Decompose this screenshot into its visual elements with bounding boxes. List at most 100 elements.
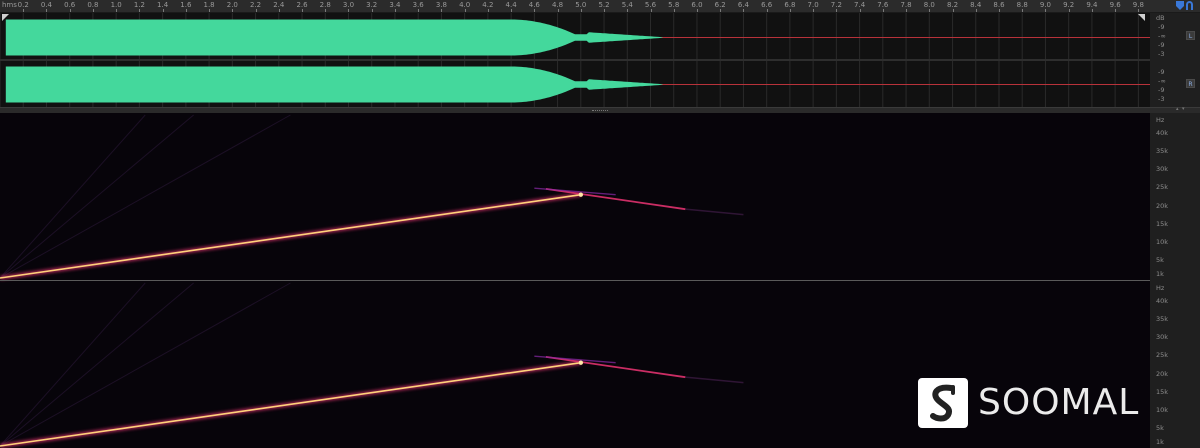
frequency-label: 1k xyxy=(1156,270,1164,279)
frequency-label: 30k xyxy=(1156,333,1169,342)
harmonic-line xyxy=(0,282,194,447)
ruler-tick-label: 2.0 xyxy=(226,1,238,9)
ruler-tick-mark xyxy=(418,9,420,12)
ruler-tick-label: 9.6 xyxy=(1109,1,1121,9)
ruler-tick-label: 3.6 xyxy=(412,1,424,9)
ruler-tick-mark xyxy=(836,9,838,12)
ruler-tick-mark xyxy=(766,9,768,12)
frequency-label: 20k xyxy=(1156,201,1169,210)
ruler-tick-mark xyxy=(580,9,582,12)
frequency-label: 40k xyxy=(1156,129,1169,138)
ruler-tick-mark xyxy=(929,9,931,12)
waveform-display[interactable] xyxy=(0,13,1150,107)
frequency-label: 5k xyxy=(1156,423,1164,432)
ruler-tick-mark xyxy=(789,9,791,12)
channel-r-button[interactable]: R xyxy=(1186,79,1195,88)
frequency-label: 40k xyxy=(1156,297,1169,306)
ruler-tick-label: 3.0 xyxy=(342,1,355,9)
ruler-tick-label: 4.4 xyxy=(505,1,517,9)
ruler-tick-label: 3.4 xyxy=(389,1,401,9)
soomal-logo-icon xyxy=(918,378,968,428)
time-ruler[interactable]: hms 0.2 0.4 0.6 0.8 1.0 1.2 1.4 1.6 1.8 2.0 2.2 2.4… xyxy=(0,0,1200,13)
ruler-tick-mark xyxy=(464,9,466,12)
ruler-tick-label: 5.4 xyxy=(621,1,633,9)
frequency-scale: Hz 40k 35k 30k 25k 20k 15k 10k 5k 1k Hz 40k 35k 30k 25… xyxy=(1150,113,1200,448)
frequency-label: 25k xyxy=(1156,183,1169,192)
sweep-peak xyxy=(578,360,584,365)
scale-scroll[interactable]: ▴ ▾ xyxy=(1176,106,1186,112)
ruler-tick-label: 5.8 xyxy=(668,1,680,9)
waveform-channel-r xyxy=(5,66,668,103)
frequency-label: 30k xyxy=(1156,165,1169,174)
harmonic-line xyxy=(0,282,146,447)
loop-icon[interactable] xyxy=(1186,1,1193,10)
ruler-tick-mark xyxy=(278,9,280,12)
ruler-tick-mark xyxy=(906,9,908,12)
zoom-corner-icon[interactable] xyxy=(1138,14,1145,21)
ruler-tick-label: 6.6 xyxy=(761,1,773,9)
ruler-tick-mark xyxy=(975,9,977,12)
ruler-tick-label: 4.6 xyxy=(528,1,540,9)
ruler-tick-label: 6.2 xyxy=(714,1,726,9)
playhead-marker-icon[interactable] xyxy=(1176,1,1184,10)
ruler-tick-mark xyxy=(46,9,48,12)
db-label: -3 xyxy=(1158,95,1165,103)
alias-upper xyxy=(534,355,616,364)
frequency-label: 15k xyxy=(1156,387,1169,396)
ruler-tick-mark xyxy=(394,9,396,12)
ruler-tick-mark xyxy=(627,9,629,12)
ruler-tick-label: 2.4 xyxy=(273,1,285,9)
db-scale: dB -9 -∞ -9 -3 L -9 -∞ -9 -3 R xyxy=(1150,13,1200,107)
db-label: -∞ xyxy=(1158,32,1166,40)
ruler-tick-label: 7.2 xyxy=(830,1,842,9)
db-label: -9 xyxy=(1158,86,1165,94)
sweep-line xyxy=(0,361,581,447)
ruler-tick-label: 9.4 xyxy=(1086,1,1098,9)
ruler-tick-mark xyxy=(882,9,884,12)
ruler-tick-label: 9.8 xyxy=(1132,1,1144,9)
ruler-tick-label: 5.6 xyxy=(644,1,657,9)
ruler-tick-label: 5.0 xyxy=(575,1,587,9)
ruler-tick-mark xyxy=(998,9,1000,12)
alias-upper xyxy=(534,187,616,196)
splitter-grip-icon[interactable] xyxy=(592,110,608,112)
ruler-tick-label: 4.8 xyxy=(551,1,564,9)
db-label: -9 xyxy=(1158,23,1165,31)
frequency-label: Hz xyxy=(1156,284,1165,292)
ruler-tick-mark xyxy=(557,9,559,12)
ruler-tick-label: 0.2 xyxy=(17,1,29,9)
ruler-tick-mark xyxy=(1022,9,1024,12)
ruler-tick-label: 0.4 xyxy=(40,1,53,9)
ruler-tick-mark xyxy=(952,9,954,12)
ruler-tick-mark xyxy=(116,9,118,12)
ruler-tick-mark xyxy=(209,9,211,12)
frequency-label: Hz xyxy=(1156,116,1165,124)
ruler-tick-label: 6.8 xyxy=(784,1,796,9)
ruler-tick-label: 2.8 xyxy=(319,1,331,9)
ruler-tick-label: 0.6 xyxy=(64,1,76,9)
channel-l-button[interactable]: L xyxy=(1186,31,1195,40)
ruler-tick-mark xyxy=(650,9,652,12)
ruler-tick-label: 8.6 xyxy=(993,1,1005,9)
sweep-peak xyxy=(578,192,584,197)
frequency-label: 10k xyxy=(1156,405,1169,414)
zoom-corner-icon[interactable] xyxy=(2,14,9,21)
harmonic-line xyxy=(0,114,146,279)
ruler-tick-mark xyxy=(511,9,513,12)
scroll-down-icon[interactable]: ▾ xyxy=(1182,106,1185,112)
ruler-tick-label: 1.2 xyxy=(133,1,145,9)
ruler-tick-mark xyxy=(813,9,815,12)
ruler-tick-mark xyxy=(302,9,304,12)
waveform-channel-l xyxy=(5,19,668,56)
ruler-tick-mark xyxy=(232,9,234,12)
ruler-tick-mark xyxy=(604,9,606,12)
ruler-tick-mark xyxy=(720,9,722,12)
ruler-tick-mark xyxy=(348,9,350,12)
ruler-tick-mark xyxy=(1091,9,1093,12)
ruler-tick-label: 8.0 xyxy=(923,1,935,9)
scroll-up-icon[interactable]: ▴ xyxy=(1176,106,1179,112)
ruler-tick-label: 9.2 xyxy=(1063,1,1075,9)
ruler-tick-label: 3.2 xyxy=(366,1,378,9)
ruler-tick-mark xyxy=(487,9,489,12)
